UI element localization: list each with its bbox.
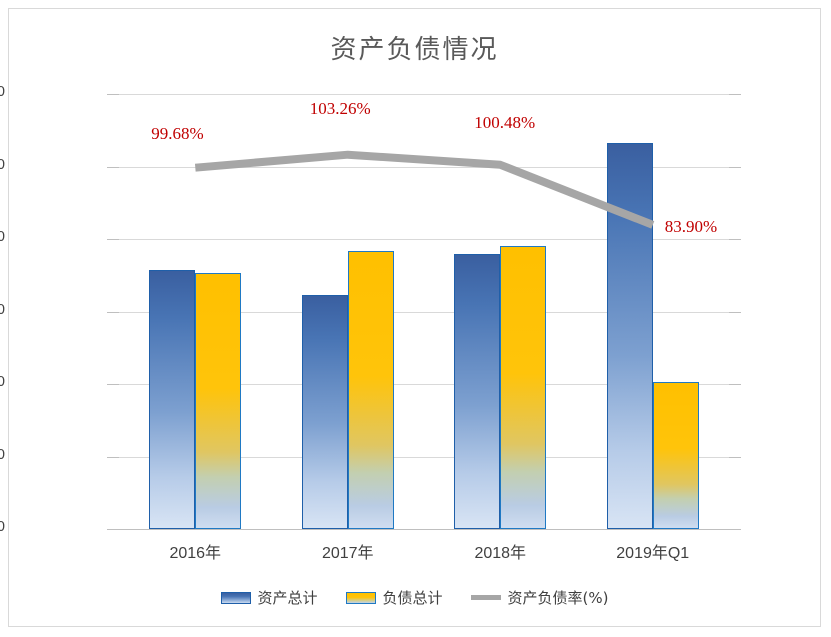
gridline: [119, 166, 729, 168]
left-axis-tick-mark: [107, 94, 119, 95]
legend: 资产总计 负债总计 资产负债率(%): [9, 587, 820, 608]
ratio-label-2017年: 103.26%: [309, 98, 371, 118]
legend-label: 资产总计: [257, 589, 318, 607]
right-axis-tick-mark: [729, 311, 741, 313]
legend-item-debt[interactable]: 负债总计: [345, 587, 443, 608]
legend-label: 负债总计: [382, 589, 443, 607]
left-axis-tick-label: 1,600.00: [0, 446, 5, 463]
left-axis-tick-label: 2,000.00: [0, 156, 5, 173]
left-axis-tick-mark: [107, 384, 119, 385]
gridline: [119, 456, 729, 458]
category-label-2018年: 2018年: [474, 545, 527, 562]
left-axis-tick-label: 1,900.00: [0, 229, 5, 245]
left-axis-tick-label: 2,100.00: [0, 84, 5, 100]
right-axis-tick-mark: [729, 456, 741, 458]
legend-label: 资产负债率(%): [507, 589, 609, 607]
bar-asset-2018年[interactable]: [454, 254, 501, 529]
gridline: [119, 239, 729, 240]
category-label-2019年Q1: 2019年Q1: [616, 545, 690, 562]
ratio-label-2016年: 99.68%: [151, 123, 204, 143]
bar-debt-2019年Q1[interactable]: [652, 381, 699, 529]
bar-asset-2017年[interactable]: [301, 295, 348, 529]
legend-swatch-debt-icon: [345, 591, 376, 604]
gridline: [119, 311, 729, 313]
category-axis: 2016年 2017年 2018年 2019年Q1: [119, 529, 729, 569]
right-axis-tick-mark: [729, 384, 741, 385]
chart-frame: 资产负债情况 2,100.00 2,000.00 1,900.00 1,800.00 1…: [0, 8, 821, 627]
ratio-line-series: [194, 150, 655, 229]
right-axis-tick-mark: [729, 529, 741, 530]
gridline: [119, 94, 729, 95]
right-axis-tick-mark: [729, 94, 741, 95]
left-axis-tick-label: 1,700.00: [0, 374, 5, 390]
bar-asset-2016年[interactable]: [149, 269, 196, 529]
ratio-label-2018年: 100.48%: [474, 112, 536, 132]
ratio-polyline[interactable]: [194, 150, 655, 229]
left-axis-tick-mark: [107, 239, 119, 240]
legend-item-ratio[interactable]: 资产负债率(%): [470, 587, 609, 608]
chart-title: 资产负债情况: [330, 35, 499, 65]
left-axis-tick-mark: [107, 456, 119, 458]
ratio-label-2019年Q1: 83.90%: [664, 216, 718, 236]
bar-debt-2016年[interactable]: [195, 272, 242, 529]
gridline: [119, 384, 729, 385]
bar-debt-2018年[interactable]: [500, 246, 547, 529]
legend-item-asset[interactable]: 资产总计: [220, 587, 318, 608]
legend-swatch-asset-icon: [220, 591, 251, 604]
left-axis-tick-label: 1,800.00: [0, 301, 5, 318]
category-label-2017年: 2017年: [321, 545, 374, 562]
bar-debt-2017年[interactable]: [347, 251, 394, 529]
left-axis-tick-mark: [107, 529, 119, 530]
left-axis-tick-label: 1,500.00: [0, 519, 5, 535]
right-axis-tick-mark: [729, 166, 741, 168]
plot-area: 2,100.00 2,000.00 1,900.00 1,800.00 1,700.00…: [0, 84, 741, 535]
category-axis-line: [119, 529, 729, 530]
left-axis-tick-mark: [107, 166, 119, 168]
left-axis-tick-mark: [107, 311, 119, 313]
category-label-2016年: 2016年: [169, 545, 222, 562]
legend-swatch-ratio-icon: [470, 595, 501, 600]
right-axis-tick-mark: [729, 239, 741, 240]
